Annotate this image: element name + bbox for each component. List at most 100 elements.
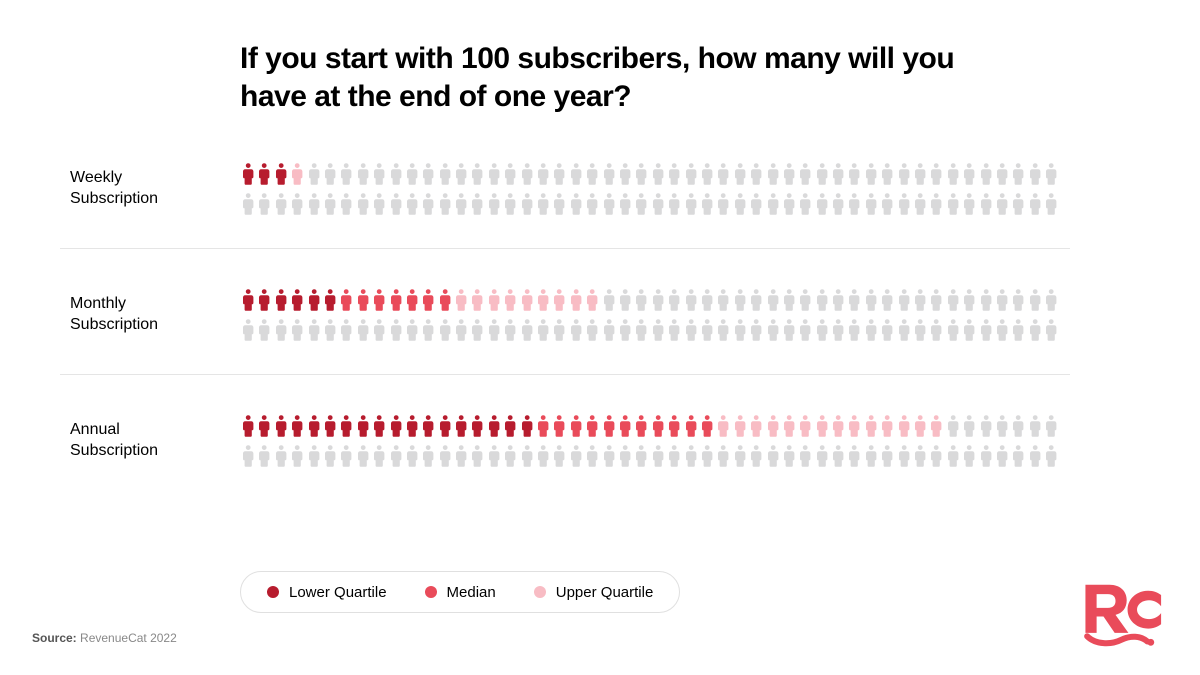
person-icon <box>453 444 469 468</box>
person-icon <box>519 162 535 186</box>
person-icon <box>1027 192 1043 216</box>
person-icon <box>453 162 469 186</box>
person-icon <box>732 162 748 186</box>
person-icon <box>502 444 518 468</box>
person-icon <box>994 318 1010 342</box>
person-icon <box>1010 192 1026 216</box>
person-icon <box>912 288 928 312</box>
person-icon <box>912 414 928 438</box>
person-icon <box>388 288 404 312</box>
pictogram-row-monthly <box>240 288 1060 348</box>
person-icon <box>978 444 994 468</box>
person-icon <box>355 162 371 186</box>
person-icon <box>633 414 649 438</box>
person-icon <box>486 318 502 342</box>
person-icon <box>338 414 354 438</box>
legend-swatch <box>534 586 546 598</box>
person-icon <box>732 288 748 312</box>
person-icon <box>486 414 502 438</box>
person-icon <box>486 444 502 468</box>
person-icon <box>371 318 387 342</box>
person-icon <box>896 444 912 468</box>
person-icon <box>1010 162 1026 186</box>
person-icon <box>666 414 682 438</box>
person-icon <box>928 192 944 216</box>
person-icon <box>633 288 649 312</box>
person-icon <box>1010 444 1026 468</box>
person-icon <box>912 444 928 468</box>
person-icon <box>666 162 682 186</box>
legend-label: Median <box>447 584 496 601</box>
person-icon <box>928 288 944 312</box>
person-icon <box>945 192 961 216</box>
person-icon <box>338 318 354 342</box>
person-icon <box>1010 414 1026 438</box>
person-icon <box>453 288 469 312</box>
person-icon <box>863 288 879 312</box>
person-icon <box>683 162 699 186</box>
person-icon <box>699 444 715 468</box>
person-icon <box>715 318 731 342</box>
person-icon <box>322 414 338 438</box>
person-icon <box>666 192 682 216</box>
person-icon <box>519 288 535 312</box>
person-icon <box>551 414 567 438</box>
person-icon <box>896 414 912 438</box>
person-icon <box>732 192 748 216</box>
person-icon <box>371 288 387 312</box>
person-icon <box>371 162 387 186</box>
person-icon <box>994 162 1010 186</box>
person-icon <box>502 318 518 342</box>
person-icon <box>732 318 748 342</box>
person-icon <box>781 192 797 216</box>
person-icon <box>945 414 961 438</box>
person-icon <box>699 162 715 186</box>
person-icon <box>1010 318 1026 342</box>
legend: Lower Quartile Median Upper Quartile <box>240 571 680 613</box>
person-icon <box>863 192 879 216</box>
person-icon <box>306 414 322 438</box>
person-icon <box>306 288 322 312</box>
person-icon <box>879 444 895 468</box>
person-icon <box>846 192 862 216</box>
legend-swatch <box>425 586 437 598</box>
person-icon <box>699 318 715 342</box>
person-icon <box>240 288 256 312</box>
person-icon <box>551 192 567 216</box>
person-icon <box>355 288 371 312</box>
person-icon <box>617 444 633 468</box>
person-icon <box>617 414 633 438</box>
person-icon <box>633 162 649 186</box>
person-icon <box>420 162 436 186</box>
divider <box>60 248 1070 249</box>
legend-label: Upper Quartile <box>556 584 654 601</box>
person-icon <box>322 444 338 468</box>
person-icon <box>437 444 453 468</box>
person-icon <box>781 288 797 312</box>
person-icon <box>519 444 535 468</box>
person-icon <box>338 162 354 186</box>
person-icon <box>961 192 977 216</box>
category-label-line: Monthly <box>70 295 126 312</box>
person-icon <box>912 318 928 342</box>
person-icon <box>928 444 944 468</box>
person-icon <box>879 414 895 438</box>
person-icon <box>404 414 420 438</box>
person-icon <box>961 288 977 312</box>
person-icon <box>420 318 436 342</box>
person-icon <box>846 414 862 438</box>
person-icon <box>846 444 862 468</box>
person-icon <box>863 414 879 438</box>
person-icon <box>338 444 354 468</box>
person-icon <box>978 414 994 438</box>
person-icon <box>601 162 617 186</box>
person-icon <box>830 288 846 312</box>
person-icon <box>814 192 830 216</box>
person-icon <box>748 288 764 312</box>
person-icon <box>420 414 436 438</box>
person-icon <box>502 162 518 186</box>
person-icon <box>879 318 895 342</box>
person-icon <box>715 162 731 186</box>
person-icon <box>683 192 699 216</box>
person-icon <box>978 192 994 216</box>
